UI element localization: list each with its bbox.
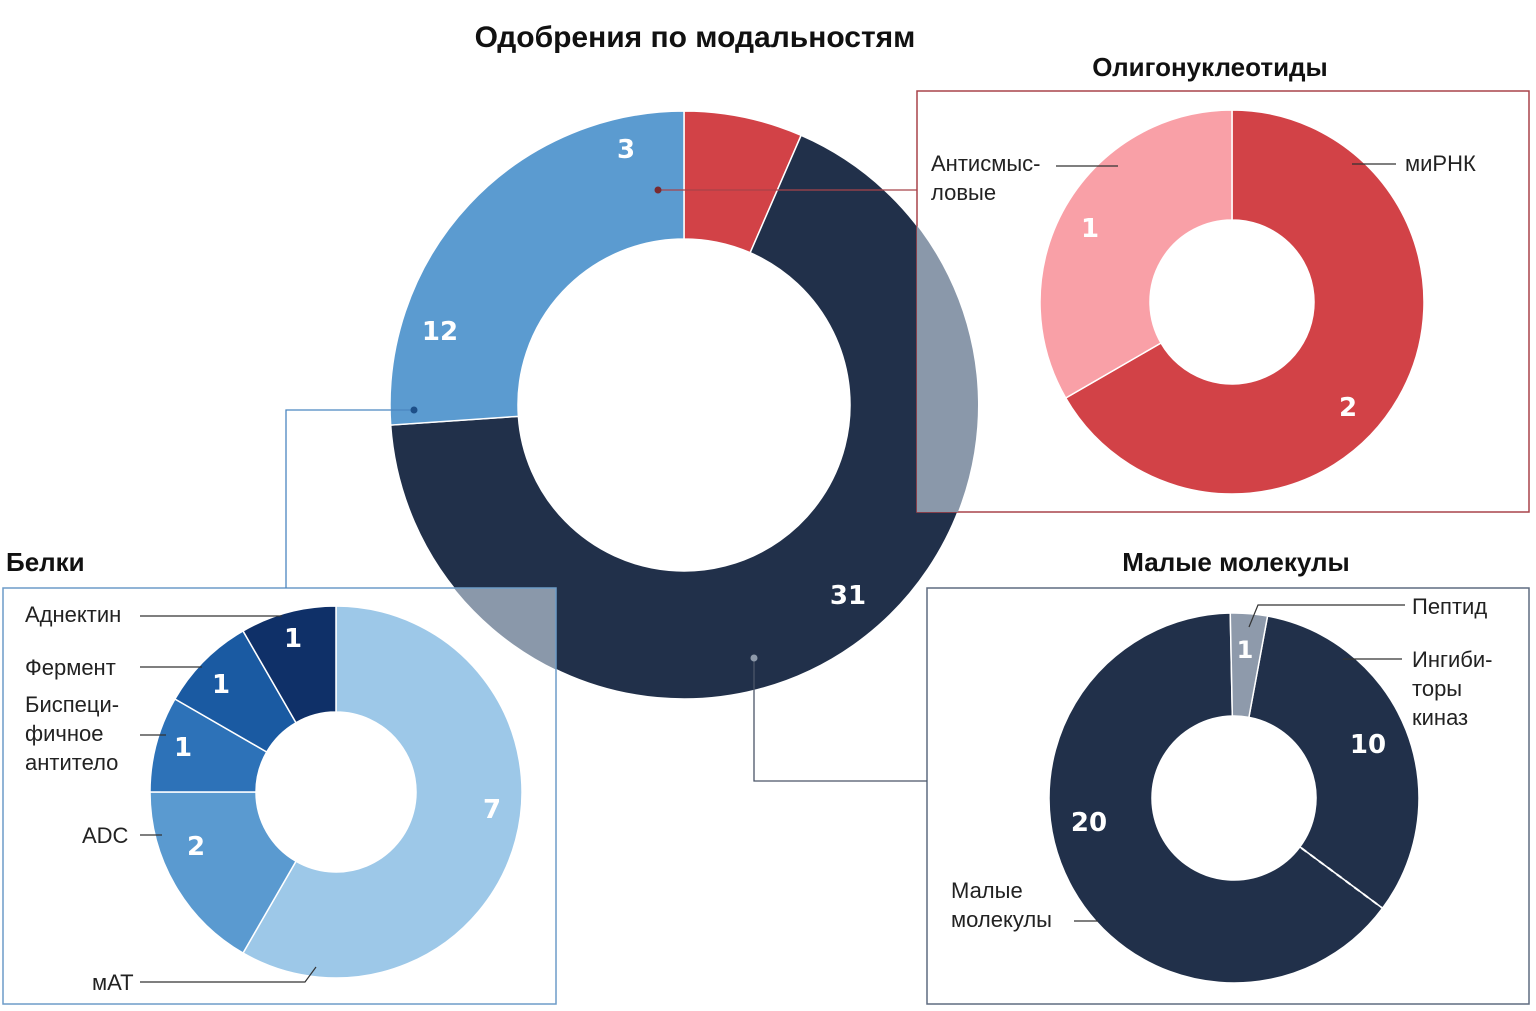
proteins-value-mab: 7 (483, 795, 501, 825)
small-value-peptide: 1 (1237, 636, 1254, 664)
small-connector-dot (750, 654, 758, 662)
protein-adnectin-label: Аднектин (25, 602, 121, 627)
protein-bispecific-label: Биспеци-фичное антитело (25, 692, 119, 775)
small-smallmol-label: Малые молекулы (951, 878, 1052, 932)
protein-adc-label: ADC (82, 823, 129, 848)
small-kinase-divider (1300, 847, 1383, 909)
main-slice-proteins (389, 110, 685, 426)
small-panel-frame (926, 587, 1530, 1005)
main-value-proteins: 12 (422, 317, 458, 347)
main-value-small: 31 (830, 581, 866, 611)
small-peptide-leader (1248, 604, 1405, 628)
proteins-value-adnectin: 1 (284, 624, 302, 654)
oligo-slice-sirna (1064, 109, 1425, 495)
proteins-slice-adc (149, 791, 298, 955)
proteins-connector (285, 409, 414, 588)
proteins-panel-title: Белки (6, 547, 85, 577)
oligo-slice-antisense (1039, 109, 1233, 400)
oligo-frame-overlay (917, 225, 978, 512)
antisense-label: Антисмыс-ловые (931, 151, 1040, 205)
small-slice-smallmol (1048, 612, 1384, 984)
small-kinase-label: Ингиби-торы киназ (1412, 647, 1493, 730)
protein-mab-label: мАТ (92, 970, 134, 995)
proteins-value-adc: 2 (187, 832, 205, 862)
protein-mab-leader (140, 966, 317, 983)
small-slice-peptide (1229, 612, 1269, 719)
proteins-connector-dot (410, 406, 418, 414)
figure-title: Одобрения по модальностям (475, 21, 916, 54)
small-panel-title: Малые молекулы (1122, 547, 1349, 577)
oligo-connector-dot (654, 186, 662, 194)
proteins-slice-mab (241, 605, 523, 979)
protein-enzyme-label: Фермент (25, 655, 116, 680)
oligo-value-sirna: 2 (1339, 393, 1357, 423)
small-value-smallmol: 20 (1071, 808, 1107, 838)
proteins-frame-overlay (454, 588, 556, 670)
sirna-label: миРНК (1405, 151, 1476, 176)
proteins-slice-adnectin (241, 605, 337, 724)
main-value-oligo: 3 (617, 135, 635, 165)
small-peptide-label: Пептид (1412, 594, 1487, 619)
proteins-panel-frame (2, 587, 557, 1005)
oligo-value-antisense: 1 (1081, 214, 1099, 244)
oligo-panel-title: Олигонуклеотиды (1092, 52, 1328, 82)
proteins-value-enzyme: 1 (212, 670, 230, 700)
small-slice-kinase (1248, 615, 1420, 910)
small-connector (753, 658, 927, 782)
proteins-value-bispecific: 1 (174, 733, 192, 763)
small-value-kinase: 10 (1350, 730, 1386, 760)
